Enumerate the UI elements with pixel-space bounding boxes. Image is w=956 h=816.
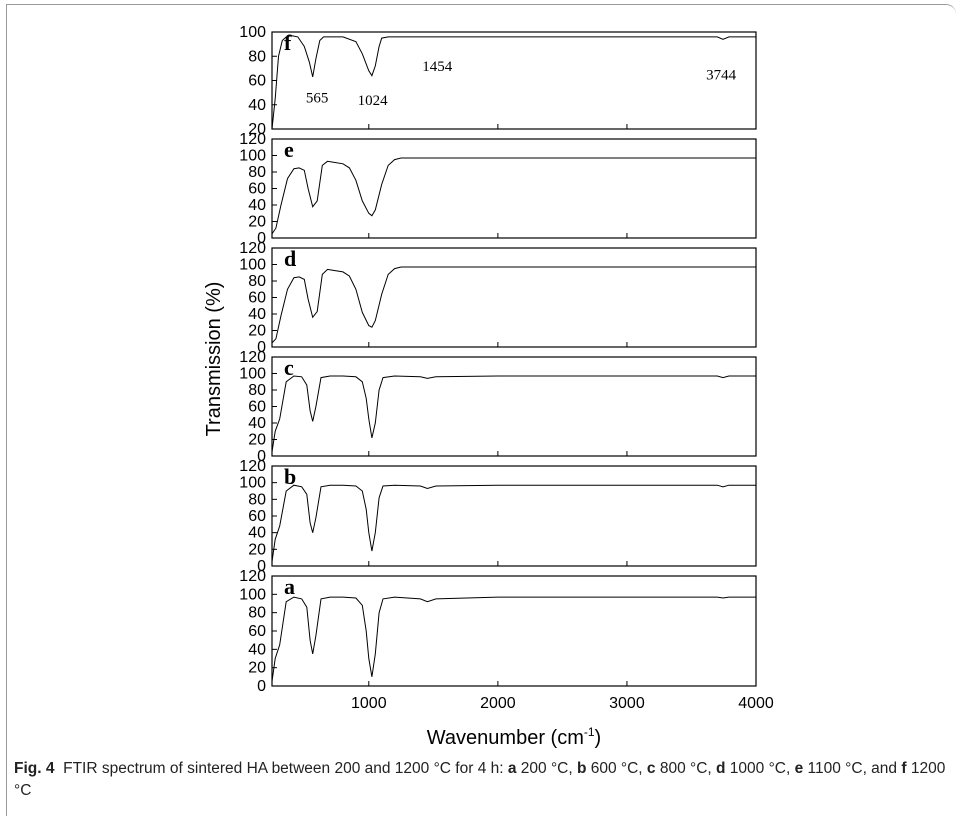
panel-frame-f <box>271 31 757 130</box>
y-tick-label-b: 20 <box>248 541 266 558</box>
panel-frame-b <box>271 465 757 567</box>
y-tick-label-b: 80 <box>248 491 266 508</box>
peak-annotation: 3744 <box>706 67 737 83</box>
x-tick-label: 2000 <box>480 695 516 712</box>
spectrum-line-d <box>271 266 756 344</box>
y-tick-label-b: 40 <box>248 525 266 542</box>
peak-annotation: 1024 <box>358 93 389 109</box>
panel-label-f: f <box>284 30 292 55</box>
panel-label-c: c <box>284 355 294 380</box>
caption-label: Fig. 4 <box>14 760 55 777</box>
peak-annotation: 1454 <box>422 59 453 75</box>
y-tick-label-b: 60 <box>248 508 266 525</box>
y-tick-label-d: 40 <box>248 306 266 323</box>
y-tick-label-f: 80 <box>248 48 266 65</box>
y-tick-label-a: 120 <box>239 568 266 585</box>
spectrum-line-b <box>271 484 756 562</box>
x-tick-label: 3000 <box>609 695 645 712</box>
spectrum-line-c <box>271 375 756 452</box>
y-tick-label-a: 60 <box>248 623 266 640</box>
x-tick-label: 1000 <box>351 695 387 712</box>
y-tick-label-f: 20 <box>248 121 266 138</box>
caption-text-f: 1200 °C <box>14 760 946 799</box>
panel-label-d: d <box>284 246 296 271</box>
y-tick-label-d: 120 <box>239 240 266 257</box>
y-tick-label-c: 60 <box>248 399 266 416</box>
y-tick-label-d: 80 <box>248 273 266 290</box>
spectrum-line-f <box>271 35 756 130</box>
x-tick-label: 4000 <box>738 695 774 712</box>
panel-frame-e <box>271 138 757 239</box>
y-tick-label-d: 0 <box>257 339 266 356</box>
figure-caption: Fig. 4 FTIR spectrum of sintered HA betw… <box>14 758 954 802</box>
y-tick-label-f: 40 <box>248 97 266 114</box>
spectrum-line-a <box>271 596 756 682</box>
y-tick-label-e: 0 <box>257 230 266 247</box>
panel-label-b: b <box>284 464 296 489</box>
caption-text: FTIR spectrum of sintered HA between 200… <box>63 760 508 777</box>
y-tick-label-f: 60 <box>248 73 266 90</box>
y-tick-label-e: 80 <box>248 164 266 181</box>
y-tick-label-d: 20 <box>248 323 266 340</box>
y-tick-label-a: 80 <box>248 605 266 622</box>
y-tick-label-e: 100 <box>239 148 266 165</box>
caption-letter-d: d <box>716 760 726 777</box>
y-tick-label-c: 40 <box>248 415 266 432</box>
panel-label-e: e <box>284 137 294 162</box>
y-tick-label-a: 40 <box>248 641 266 658</box>
y-tick-label-b: 100 <box>239 475 266 492</box>
caption-text-e: 1100 °C, and <box>803 760 902 777</box>
peak-annotation: 565 <box>306 90 329 106</box>
y-tick-label-c: 0 <box>257 448 266 465</box>
y-tick-label-c: 100 <box>239 366 266 383</box>
y-tick-label-e: 60 <box>248 181 266 198</box>
y-tick-label-b: 0 <box>257 558 266 575</box>
y-tick-label-a: 20 <box>248 660 266 677</box>
caption-text-a: 200 °C, <box>516 760 577 777</box>
figure-frame <box>6 4 956 816</box>
y-tick-label-d: 100 <box>239 257 266 274</box>
y-tick-label-d: 60 <box>248 290 266 307</box>
y-tick-label-f: 100 <box>239 24 266 41</box>
y-tick-label-e: 20 <box>248 214 266 231</box>
caption-text-c: 800 °C, <box>655 760 717 777</box>
y-tick-label-b: 120 <box>239 458 266 475</box>
caption-letter-c: c <box>646 760 656 777</box>
caption-letter-e: e <box>794 760 804 777</box>
caption-letter-f: f <box>901 760 907 777</box>
panel-frame-a <box>271 575 757 687</box>
panel-frame-d <box>271 247 757 348</box>
y-tick-label-c: 20 <box>248 432 266 449</box>
y-tick-label-e: 40 <box>248 197 266 214</box>
y-axis-title: Transmission (%) <box>203 282 225 437</box>
y-tick-label-a: 0 <box>257 678 266 695</box>
y-tick-label-c: 120 <box>239 349 266 366</box>
panel-frame-c <box>271 356 757 457</box>
caption-letter-a: a <box>507 760 517 777</box>
y-tick-label-c: 80 <box>248 382 266 399</box>
caption-text-b: 600 °C, <box>586 760 647 777</box>
spectrum-line-e <box>271 157 756 235</box>
y-tick-label-a: 100 <box>239 586 266 603</box>
x-axis-title: Wavenumber (cm-1) <box>427 725 601 749</box>
y-tick-label-e: 120 <box>239 131 266 148</box>
caption-letter-b: b <box>576 760 587 777</box>
panel-label-a: a <box>284 574 295 599</box>
caption-text-d: 1000 °C, <box>725 760 795 777</box>
